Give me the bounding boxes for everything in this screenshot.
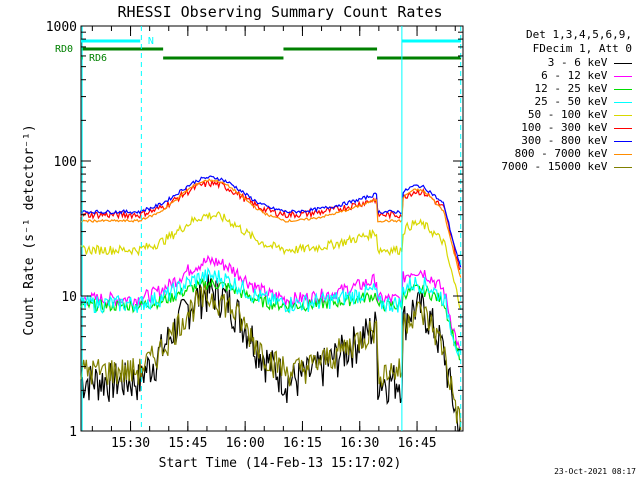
legend-label: 100 - 300 keV: [521, 121, 614, 134]
x-tick-label: 16:15: [283, 436, 322, 451]
series-line-5: [80, 178, 461, 271]
series-line-1: [80, 254, 462, 351]
legend-entry: 100 - 300 keV: [521, 121, 632, 134]
legend-swatch: [614, 114, 632, 116]
plot-frame: [80, 25, 464, 432]
series-layer: [80, 175, 462, 432]
legend-entry: 50 - 100 keV: [528, 108, 632, 121]
legend-swatch: [614, 140, 632, 142]
y-tick-label: 1: [69, 425, 77, 440]
legend-entry: 7000 - 15000 keV: [501, 160, 632, 173]
series-line-7: [81, 178, 462, 278]
chart-title: RHESSI Observing Summary Count Rates: [117, 3, 442, 21]
series-line-3: [80, 266, 462, 357]
y-tick-label: 10: [61, 290, 77, 305]
flag-label-rd6: RD6: [89, 53, 107, 64]
flag-label-rd0: RD0: [55, 44, 73, 55]
legend-label: 3 - 6 keV: [547, 56, 614, 69]
legend-label: 50 - 100 keV: [527, 108, 614, 121]
legend-label: 300 - 800 keV: [521, 134, 614, 147]
flag-layer: N RD0 RD6: [55, 26, 462, 431]
legend-swatch: [614, 101, 632, 103]
series-line-0: [80, 274, 462, 432]
legend-swatch: [614, 127, 632, 129]
legend-entry: 25 - 50 keV: [535, 95, 632, 108]
series-line-8: [80, 284, 462, 431]
legend-swatch: [614, 62, 632, 64]
legend-label: 12 - 25 keV: [534, 82, 614, 95]
legend-header-line: FDecim 1, Att 0: [532, 42, 632, 55]
x-tick-label: 16:30: [340, 436, 379, 451]
legend-label: 25 - 50 keV: [534, 95, 614, 108]
legend-header-line: Det 1,3,4,5,6,9,: [526, 28, 632, 41]
x-tick-label: 15:30: [111, 436, 150, 451]
x-tick-label: 15:45: [168, 436, 207, 451]
axis-layer: 15:30 15:45 16:00 16:15 16:30 16:45 1 10 100 1000: [46, 20, 463, 451]
legend-entry: 12 - 25 keV: [535, 82, 632, 95]
timestamp: 23-Oct-2021 08:17: [554, 467, 636, 476]
legend-label: 800 - 7000 keV: [514, 147, 614, 160]
flag-label-n: N: [148, 36, 154, 47]
legend-entry: 6 - 12 keV: [541, 69, 632, 82]
legend-label: 7000 - 15000 keV: [501, 160, 614, 173]
y-axis-label: Count Rate (s⁻¹ detector⁻¹): [22, 124, 37, 335]
legend-entry: 800 - 7000 keV: [515, 147, 632, 160]
series-line-6: [80, 175, 462, 268]
x-tick-label: 16:45: [397, 436, 436, 451]
series-line-4: [80, 211, 462, 310]
legend-label: 6 - 12 keV: [541, 69, 614, 82]
legend-swatch: [614, 75, 632, 77]
y-tick-label: 100: [54, 155, 77, 170]
y-tick-label: 1000: [46, 20, 77, 35]
x-axis-label: Start Time (14-Feb-13 15:17:02): [159, 456, 402, 471]
legend-swatch: [614, 88, 632, 90]
legend-entry: 3 - 6 keV: [548, 56, 632, 69]
legend-entry: 300 - 800 keV: [521, 134, 632, 147]
legend-swatch: [614, 166, 632, 168]
legend-swatch: [614, 153, 632, 155]
x-tick-label: 16:00: [226, 436, 265, 451]
